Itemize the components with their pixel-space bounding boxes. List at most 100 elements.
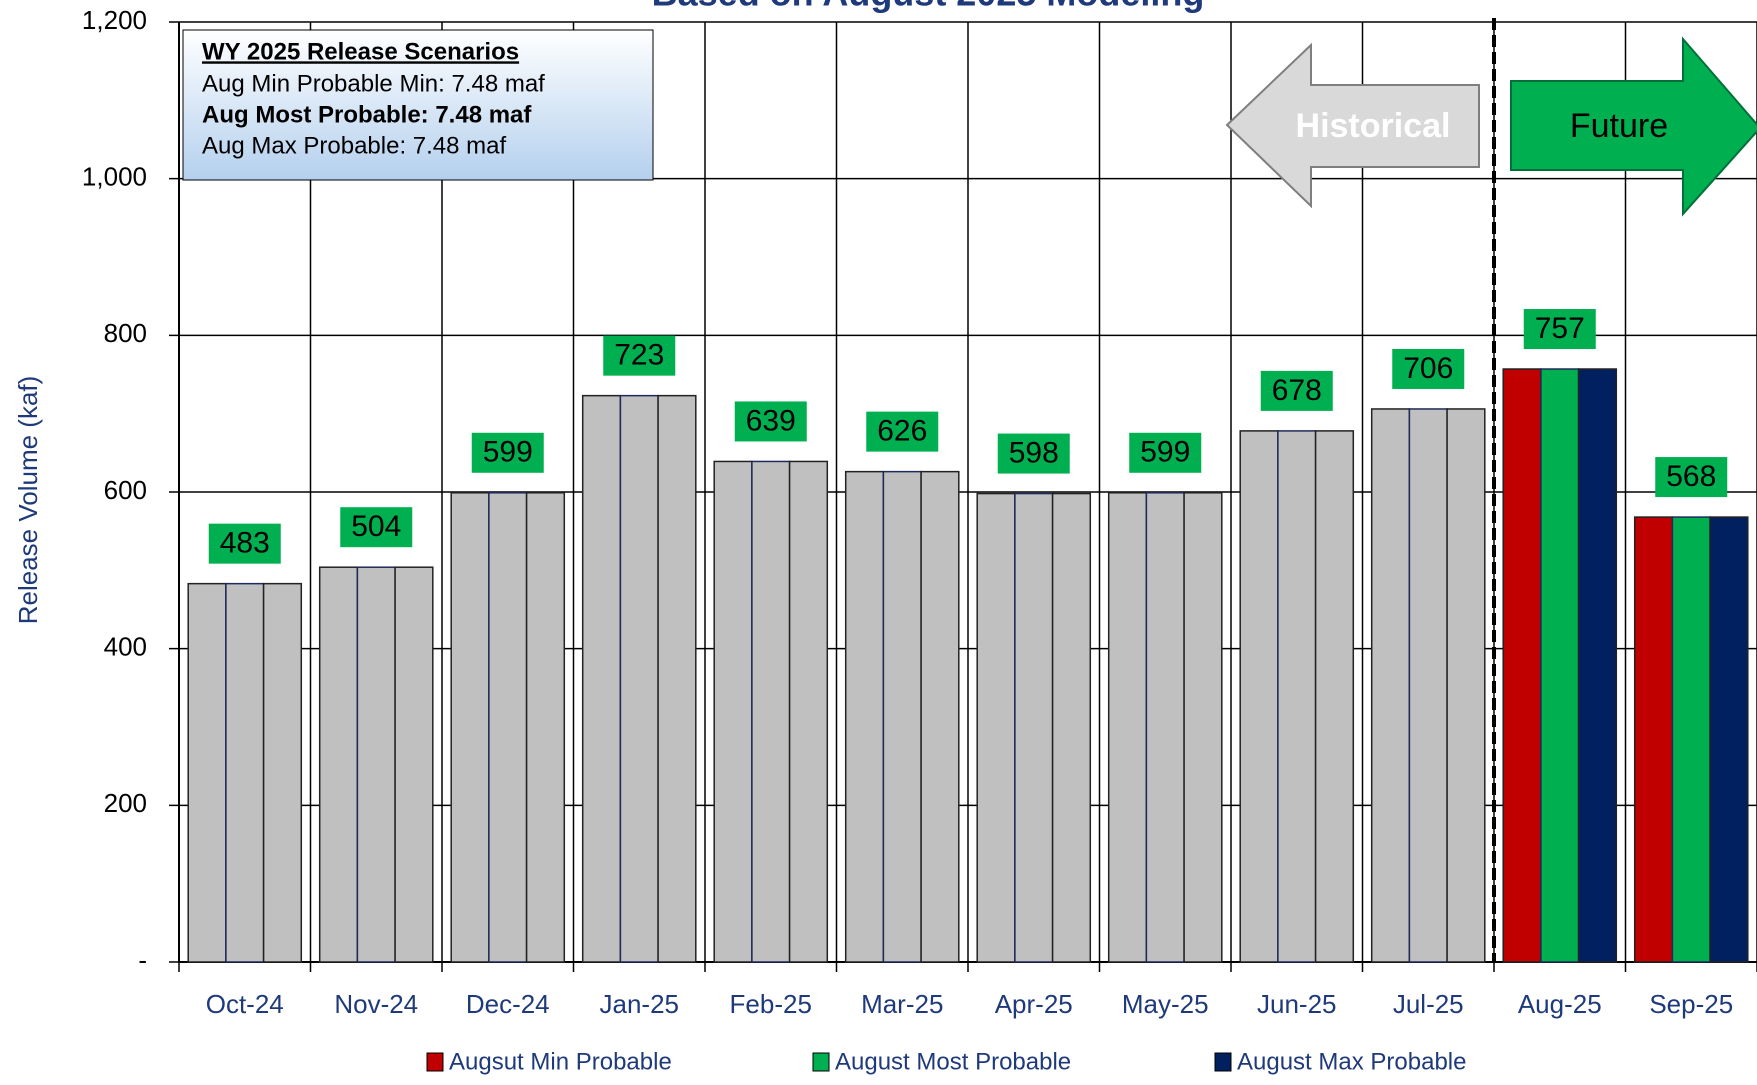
data-label: 568 [1666, 460, 1716, 493]
bar [187, 582, 227, 963]
bar [1239, 430, 1279, 963]
data-label: 483 [220, 527, 270, 560]
y-tick-label: 400 [104, 632, 147, 662]
bar [1370, 408, 1411, 963]
x-tick-label: May-25 [1122, 989, 1209, 1019]
x-tick-label: Mar-25 [861, 989, 943, 1019]
future-arrow: Future [1510, 36, 1757, 217]
data-label: 626 [877, 415, 927, 448]
bar [844, 470, 885, 963]
y-tick-label: 200 [104, 788, 147, 818]
annotation-line: Aug Most Probable: 7.48 maf [202, 101, 532, 128]
bar [318, 566, 359, 963]
bar [751, 460, 791, 963]
data-label-box [1655, 457, 1728, 498]
annotation-box: WY 2025 Release Scenarios Aug Min Probab… [182, 29, 654, 181]
bar [1671, 516, 1711, 963]
legend-swatch [1214, 1052, 1232, 1072]
annotation-line: Aug Min Probable Min: 7.48 maf [202, 70, 545, 97]
x-tick-label: Jan-25 [600, 989, 680, 1019]
y-tick-label: - [138, 945, 147, 975]
plot-area: - 200 400 600 800 1,000 1,200 483 Oct-24 504 Nov-2… [82, 5, 1757, 1019]
data-label: 598 [1009, 436, 1059, 469]
data-label: 678 [1272, 374, 1322, 407]
bar [356, 566, 396, 963]
bar [657, 394, 697, 963]
bar [976, 492, 1016, 963]
data-label-box [1523, 309, 1596, 350]
x-tick-label: Jul-25 [1393, 989, 1464, 1019]
data-label-box [1392, 348, 1465, 389]
data-label-box [208, 523, 281, 564]
y-tick-label: 1,000 [82, 162, 147, 192]
data-label: 723 [614, 339, 664, 372]
data-label-box [997, 433, 1070, 474]
data-label-box [1260, 370, 1333, 411]
bar [1446, 408, 1486, 963]
annotation-bg [182, 29, 654, 181]
annotation-title: WY 2025 Release Scenarios [202, 38, 519, 65]
arrow-label: Future [1570, 107, 1668, 145]
arrow-label: Historical [1296, 107, 1451, 145]
bar [882, 470, 922, 963]
bar [920, 470, 960, 963]
bar [713, 460, 753, 963]
bar [1633, 516, 1674, 963]
annotation-line: Aug Max Probable: 7.48 maf [202, 132, 507, 159]
bar [1183, 492, 1223, 963]
legend-label: Augsut Min Probable [449, 1048, 672, 1075]
bar [1107, 492, 1148, 963]
historical-arrow: Historical [1225, 42, 1480, 209]
x-tick-label: Aug-25 [1518, 989, 1602, 1019]
bar [581, 394, 622, 963]
legend-label: August Max Probable [1237, 1048, 1466, 1075]
bar [788, 460, 829, 963]
data-label-box [866, 411, 939, 452]
y-tick-label: 1,200 [82, 5, 147, 35]
data-label-box [340, 507, 413, 548]
bar [225, 582, 265, 963]
data-label: 504 [351, 510, 401, 543]
bar [1014, 492, 1054, 963]
bar [1051, 492, 1092, 963]
chart-title: Based on August 2025 Modeling [652, 0, 1205, 14]
x-tick-label: Jun-25 [1257, 989, 1337, 1019]
arrow-shape [1225, 42, 1480, 209]
legend-swatch [426, 1052, 444, 1072]
x-tick-label: Feb-25 [730, 989, 812, 1019]
x-tick-label: Dec-24 [466, 989, 550, 1019]
bar [1277, 430, 1317, 963]
bar [525, 492, 566, 963]
legend-swatch [812, 1052, 830, 1072]
bar [394, 566, 434, 963]
data-label-box [734, 401, 807, 442]
data-label: 599 [1140, 436, 1190, 469]
bar [488, 492, 528, 963]
bar [1408, 408, 1448, 963]
bar [619, 394, 659, 963]
y-tick-label: 800 [104, 318, 147, 348]
data-label-box [603, 335, 676, 376]
data-label: 599 [483, 436, 533, 469]
bar [1540, 368, 1580, 963]
legend: Augsut Min Probable August Most Probable A… [426, 1048, 1466, 1075]
arrow-shape [1510, 36, 1757, 217]
bar [1709, 516, 1749, 963]
data-label: 706 [1403, 352, 1453, 385]
data-label-box [1129, 432, 1202, 473]
bar [450, 492, 490, 963]
bar [1577, 368, 1618, 963]
y-axis-label: Release Volume (kaf) [13, 376, 43, 625]
y-tick-label: 600 [104, 475, 147, 505]
x-tick-label: Oct-24 [206, 989, 284, 1019]
bar [1145, 492, 1185, 963]
x-tick-label: Nov-24 [334, 989, 418, 1019]
bar [262, 582, 303, 963]
data-label: 757 [1535, 312, 1585, 345]
legend-label: August Most Probable [835, 1048, 1071, 1075]
bar [1502, 368, 1542, 963]
data-label-box [471, 432, 544, 473]
x-tick-label: Apr-25 [995, 989, 1073, 1019]
